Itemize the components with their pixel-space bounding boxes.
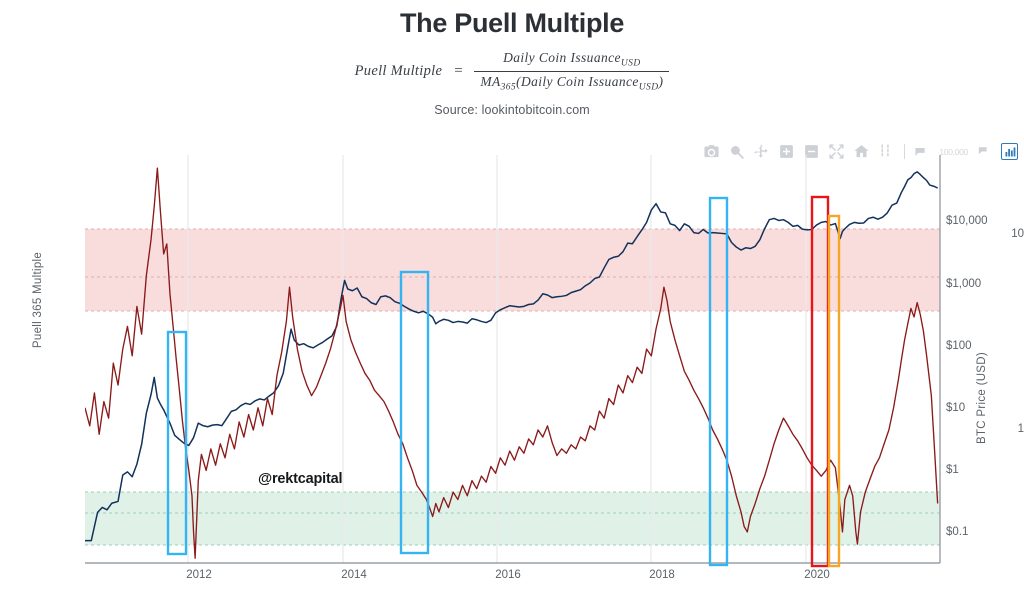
value-bands [85, 229, 940, 545]
overvalued-band [85, 229, 940, 311]
y-tick-right-0.1: $0.1 [946, 526, 969, 538]
cyan-box-2018[interactable] [708, 196, 729, 567]
hover-closest-icon[interactable] [976, 143, 993, 160]
y-tick-left-1: 1 [1017, 423, 1024, 435]
series-btc-price [85, 171, 938, 542]
formula-equals: = [453, 62, 464, 79]
x-gridlines [187, 155, 807, 563]
hover-value-label: 100,000 [939, 146, 968, 157]
y-tick-right-1000: $1,000 [946, 278, 982, 290]
bar-chart-icon[interactable] [1001, 143, 1018, 160]
home-icon[interactable] [853, 143, 870, 160]
formula-definition: Puell Multiple = Daily Coin IssuanceUSD … [0, 50, 1024, 92]
camera-icon[interactable] [703, 143, 720, 160]
denominator-text: (Daily Coin Issuance [516, 73, 639, 89]
x-tick-2018: 2018 [649, 569, 675, 581]
x-tick-2020: 2020 [804, 569, 830, 581]
y-axis-label-right: BTC Price (USD) [976, 351, 988, 445]
pan-icon[interactable] [753, 143, 770, 160]
zoom-out-icon[interactable] [803, 143, 820, 160]
denominator-prefix: MA [480, 73, 501, 89]
denominator-subscript: USD [638, 82, 659, 93]
y-tick-right-10: $10 [946, 402, 966, 414]
x-tick-2012: 2012 [186, 569, 212, 581]
undervalued-band [85, 492, 940, 545]
plotly-modebar[interactable]: 100,000 [703, 143, 1018, 160]
formula-fraction: Daily Coin IssuanceUSD MA365(Daily Coin … [474, 50, 670, 93]
red-box-2020[interactable] [810, 195, 830, 568]
y-axis-label-left: Puell 365 Multiple [32, 251, 44, 349]
chart-header: The Puell Multiple Puell Multiple = Dail… [0, 0, 1024, 117]
y-tick-right-100: $100 [946, 340, 972, 352]
formula-numerator: Daily Coin IssuanceUSD [497, 50, 647, 71]
series-group [85, 167, 939, 559]
y-tick-right-10000: $10,000 [946, 215, 988, 227]
highlight-boxes [166, 195, 841, 568]
hover-compare-icon[interactable] [914, 143, 931, 160]
spike-lines-icon[interactable] [878, 143, 895, 160]
series-puell-multiple [85, 167, 939, 559]
page-title: The Puell Multiple [399, 8, 625, 38]
cyan-box-2011[interactable] [166, 330, 188, 556]
watermark-label: @rektcapital [258, 471, 343, 487]
y-tick-right-1: $1 [946, 464, 959, 476]
fraction-bar [474, 70, 670, 72]
y-tick-left-10: 10 [1011, 228, 1024, 240]
denominator-prefix-subscript: 365 [500, 82, 517, 93]
zoom-icon[interactable] [728, 143, 745, 160]
cyan-box-2015[interactable] [399, 270, 430, 555]
band-gridlines [85, 228, 940, 546]
numerator-text: Daily Coin Issuance [503, 50, 621, 65]
source-attribution: Source: lookintobitcoin.com [434, 103, 590, 118]
formula-denominator: MA365(Daily Coin IssuanceUSD) [474, 72, 669, 93]
zoom-in-icon[interactable] [778, 143, 795, 160]
toolbar-divider [904, 144, 906, 159]
formula-lhs: Puell Multiple [354, 62, 443, 79]
autoscale-icon[interactable] [828, 143, 845, 160]
denominator-suffix: ) [658, 73, 664, 89]
x-tick-2014: 2014 [341, 569, 367, 581]
x-tick-2016: 2016 [495, 569, 521, 581]
numerator-subscript: USD [620, 58, 641, 69]
orange-box-2020[interactable] [827, 214, 841, 568]
